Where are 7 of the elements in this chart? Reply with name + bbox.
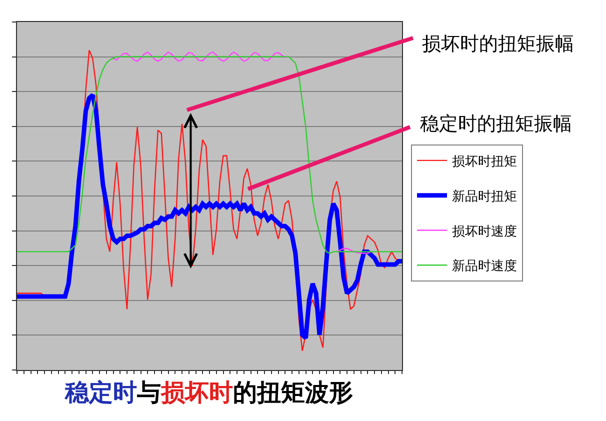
legend-label: 新品时速度: [452, 258, 517, 274]
legend-label: 损坏时速度: [452, 223, 517, 240]
legend-label: 新品时扭矩: [452, 189, 517, 204]
legend-label: 损坏时扭矩: [452, 154, 517, 170]
text: 稳定时的扭矩振幅: [420, 113, 572, 135]
text: 损坏时的扭矩振幅: [422, 33, 574, 55]
text: 稳定时与损坏时的扭矩波形: [64, 378, 353, 406]
